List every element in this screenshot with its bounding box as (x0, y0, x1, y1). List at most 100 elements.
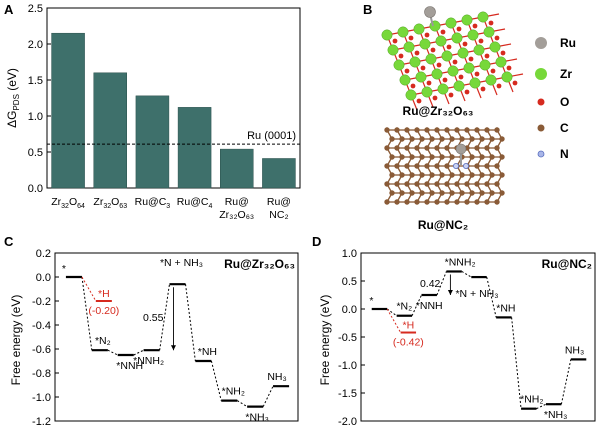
side-connector (81, 276, 97, 302)
bar (51, 32, 85, 189)
state-label: *NH₃ (544, 409, 568, 421)
h-adsorption-label: *H (402, 320, 414, 332)
category-label: Ru@C3 (135, 196, 171, 210)
panel-a-bar-chart: ΔGPDS (eV) 0.0 0.5 1.0 1.5 2.0 2.5 Zr32O64 Zr32… (5, 3, 301, 221)
y-tick-label: -0.5 (338, 332, 357, 344)
y-tick-label: -0.6 (32, 344, 51, 356)
state-label: NH₃ (565, 344, 584, 356)
y-tick-label: 1.0 (342, 248, 357, 260)
legend-atom-zr (535, 68, 547, 80)
legend-label: C (560, 121, 569, 135)
state-label: NH₃ (267, 371, 286, 383)
connector (461, 271, 472, 278)
panel-label-d: D (312, 234, 321, 249)
panel-c-frame (54, 252, 299, 422)
connector (436, 271, 447, 296)
state-label: *NNH (116, 360, 143, 372)
h-adsorption-label: *H (98, 288, 110, 300)
connector (262, 385, 274, 407)
panel-d-y-axis-label: Free energy (eV) (318, 295, 332, 386)
state-label: *NH₃ (245, 412, 269, 424)
barrier-arrow-head (447, 290, 453, 295)
category-label: Ru@ (225, 196, 249, 208)
panel-a-y-tick-label: 1.0 (28, 111, 43, 123)
state-label: *NH (198, 346, 217, 358)
connector (486, 276, 497, 318)
reference-line-label: Ru (0001) (247, 130, 296, 142)
state-label: * (369, 295, 373, 307)
connector (560, 359, 572, 405)
connector (386, 308, 397, 317)
y-tick-label: 0.5 (342, 276, 357, 288)
panel-label-b: B (363, 2, 372, 17)
panel-b-structures: Ru@Zr₃₂O₆₃ Ru@NC₂ Ru Zr OCN (381, 6, 576, 232)
panel-a-y-tick-label: 2.5 (28, 3, 43, 15)
h-adsorption-value: (-0.20) (88, 305, 119, 317)
barrier-value: 0.42 (420, 278, 441, 290)
connector (210, 360, 222, 401)
panel-label-c: C (4, 234, 14, 249)
legend-atom-n (537, 150, 545, 158)
side-connector (386, 308, 402, 333)
panel-label-a: A (4, 2, 14, 17)
y-tick-label: -0.8 (32, 368, 51, 380)
state-label: * (62, 263, 66, 275)
zr32o63-structure-image (381, 6, 524, 111)
category-label: Ru@C4 (177, 196, 213, 210)
state-label: *NNH₂ (445, 256, 476, 268)
category-label-line2: NC₂ (269, 209, 288, 221)
bar (220, 148, 254, 189)
connector (185, 284, 196, 362)
structure-label-nc2: Ru@NC₂ (418, 218, 468, 232)
legend-atom-o (537, 98, 545, 106)
category-label: Zr32O63 (93, 196, 127, 210)
legend-atom-ru (535, 37, 547, 49)
y-tick-label: -1.0 (32, 392, 51, 404)
panel-a-y-tick-label: 0.5 (28, 147, 43, 159)
state-label: *NNH₂ (133, 355, 164, 367)
y-tick-label: -2.0 (338, 416, 357, 427)
bar (135, 95, 170, 189)
panel-d-energy-diagram: Free energy (eV) Ru@NC₂ -2.0 -1.5 -1.0 -0.5… (318, 248, 596, 427)
ru-atom-top (424, 6, 436, 18)
barrier-value: 0.55 (143, 312, 164, 324)
panel-c-energy-diagram: Free energy (eV) Ru@Zr₃₂O₆₃ -1.2 -1.0 -0.8… (9, 248, 299, 427)
bar (262, 158, 296, 189)
legend-label: O (560, 95, 569, 109)
connector (133, 349, 144, 356)
state-label: *NH₂ (222, 386, 245, 398)
h-adsorption-value: (-0.42) (393, 337, 424, 349)
y-tick-label: -0.2 (32, 296, 51, 308)
state-label: *N + NH₃ (455, 288, 498, 300)
connector (81, 276, 93, 351)
legend-label: Zr (560, 67, 572, 81)
y-tick-label: -1.2 (32, 416, 51, 427)
legend-label: N (560, 147, 569, 161)
connector (237, 400, 248, 408)
connector (536, 403, 547, 410)
y-tick-label: 0.2 (36, 248, 51, 260)
connector (107, 349, 118, 356)
connector (159, 284, 170, 351)
connector (511, 317, 522, 409)
y-tick-label: -1.0 (338, 360, 357, 372)
legend-label: Ru (560, 36, 576, 50)
bar (93, 72, 127, 189)
barrier-arrow-head (170, 345, 176, 351)
category-label-line2: Zr₃₂O₆₃ (219, 209, 254, 221)
state-label: *NH₂ (520, 394, 543, 406)
structure-label-zr32o63: Ru@Zr₃₂O₆₃ (403, 104, 474, 118)
y-tick-label: 0.0 (342, 304, 357, 316)
state-label: *NH (496, 302, 515, 314)
y-tick-label: 0.0 (36, 272, 51, 284)
y-tick-label: -1.5 (338, 388, 357, 400)
state-label: *NNH (416, 300, 443, 312)
atom-legend: Ru Zr OCN (535, 36, 576, 161)
category-label: Ru@ (267, 196, 291, 208)
panel-a-frame (46, 7, 301, 189)
state-label: *N + NH₃ (160, 257, 203, 269)
panel-c-title: Ru@Zr₃₂O₆₃ (224, 257, 295, 271)
state-label: *N₂ (95, 335, 111, 347)
panel-a-y-tick-label: 1.5 (28, 75, 43, 87)
